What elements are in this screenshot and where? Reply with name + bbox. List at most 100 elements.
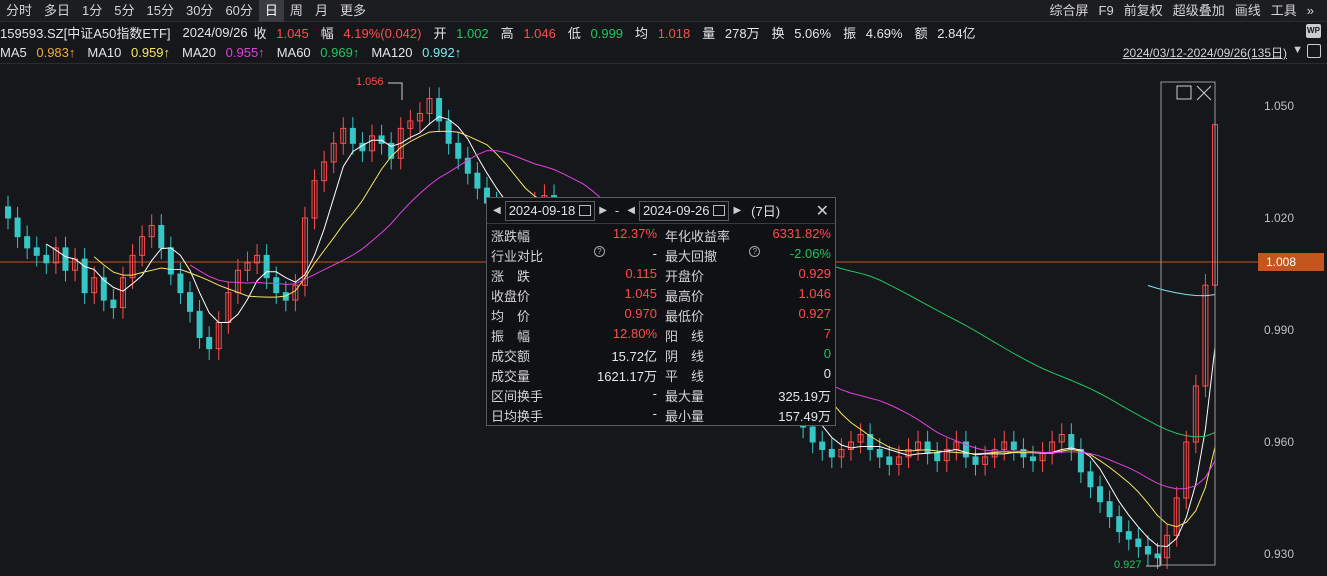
candle-body xyxy=(91,277,98,294)
double-chevron-right-icon[interactable]: » xyxy=(1306,3,1314,18)
date-separator: - xyxy=(614,203,620,218)
stats-key: 最大量 xyxy=(665,388,705,404)
stats-cell: 成交额 15.72亿 xyxy=(487,346,661,365)
close-value: 1.045 xyxy=(276,25,309,41)
high-value: 1.046 xyxy=(523,25,556,41)
stats-cell: 最高价 1.046 xyxy=(661,286,835,305)
tool-button-4[interactable]: 画线 xyxy=(1234,3,1261,18)
stats-cell: 最大量 325.19万 xyxy=(661,386,835,405)
stats-row: 均 价 0.970 最低价 0.927 xyxy=(487,305,835,325)
stats-key: 年化收益率 xyxy=(665,228,731,244)
stats-key: 均 价 xyxy=(491,308,531,324)
y-label-0930: 0.930 xyxy=(1264,547,1295,561)
low-value: 0.999 xyxy=(590,25,624,41)
stats-key: 最小量 xyxy=(665,408,705,424)
stats-value: 0 xyxy=(823,345,831,361)
y-label-0960: 0.960 xyxy=(1264,435,1295,449)
stats-cell: 区间换手 - xyxy=(487,386,661,405)
stats-cell: 最大回撤? -2.06% xyxy=(661,245,835,265)
candle-body xyxy=(1087,471,1094,488)
date-range[interactable]: 2024/03/12-2024/09/26(135日) xyxy=(1122,46,1287,60)
candle-body xyxy=(397,127,404,159)
stats-value: -2.06% xyxy=(789,245,831,261)
avg-label: 均 xyxy=(635,25,649,41)
start-date-picker[interactable]: 2024-09-18 xyxy=(504,200,596,221)
stats-cell: 最小量 157.49万 xyxy=(661,406,835,425)
stats-cell: 振 幅 12.80% xyxy=(487,326,661,345)
candle-body xyxy=(321,161,328,182)
candle-body xyxy=(1058,434,1065,443)
stats-row: 涨 跌 0.115 开盘价 0.929 xyxy=(487,265,835,285)
candle-body xyxy=(254,254,261,264)
stats-cell: 涨跌幅 12.37% xyxy=(487,226,661,245)
days-count: (7日) xyxy=(751,204,781,219)
period-tab-10[interactable]: 更多 xyxy=(339,2,366,18)
period-tab-4[interactable]: 15分 xyxy=(146,2,174,18)
prev-end-arrow-icon[interactable]: ◀ xyxy=(627,205,635,216)
stats-cell: 最低价 0.927 xyxy=(661,306,835,325)
grid-icon[interactable] xyxy=(1307,44,1321,58)
candle-body xyxy=(129,254,136,279)
ma60-value: 0.969↑ xyxy=(320,44,360,60)
period-tab-7[interactable]: 日 xyxy=(258,0,284,22)
stats-cell: 收盘价 1.045 xyxy=(487,286,661,305)
help-icon[interactable]: ? xyxy=(749,245,761,257)
stats-key: 开盘价 xyxy=(665,268,705,284)
candle-body xyxy=(982,456,989,465)
candle-body xyxy=(1192,385,1199,443)
wp-icon[interactable]: WP xyxy=(1306,24,1321,38)
help-icon[interactable]: ? xyxy=(593,245,605,257)
candle-body xyxy=(445,120,452,144)
stats-value: 0.115 xyxy=(625,265,657,281)
next-start-arrow-icon[interactable]: ▶ xyxy=(599,205,607,216)
period-tab-5[interactable]: 30分 xyxy=(185,2,214,18)
prev-start-arrow-icon[interactable]: ◀ xyxy=(493,205,501,216)
candle-body xyxy=(119,277,126,309)
candle-body xyxy=(407,120,414,129)
candle-body xyxy=(263,254,270,279)
tool-button-3[interactable]: 超级叠加 xyxy=(1172,3,1225,18)
period-tab-6[interactable]: 60分 xyxy=(225,2,253,18)
candle-body xyxy=(196,310,203,338)
stats-row: 涨跌幅 12.37% 年化收益率 6331.82% xyxy=(487,225,835,245)
stats-value: 0.927 xyxy=(798,305,831,321)
stats-value: 1621.17万 xyxy=(597,368,657,384)
stats-value: 0.929 xyxy=(798,265,831,281)
stats-value: 0.970 xyxy=(624,305,657,321)
y-label-1020: 1.020 xyxy=(1264,211,1295,225)
window-icon[interactable] xyxy=(1176,85,1192,100)
candle-body xyxy=(962,441,969,458)
candle-body xyxy=(14,217,21,238)
candle-body xyxy=(838,448,845,458)
stats-row: 成交量 1621.17万平 线 0 xyxy=(487,365,835,385)
toolbar: 分时 多日 1分 5分 15分 30分 60分日周月更多 综合屏 F9 前复权 超级叠加 画线 工具 » xyxy=(0,0,1327,22)
period-tab-3[interactable]: 5分 xyxy=(114,2,135,18)
period-tab-0[interactable]: 分时 xyxy=(6,2,33,18)
caret-down-icon[interactable]: ▼ xyxy=(1292,44,1303,56)
vol-label: 量 xyxy=(702,25,716,41)
tool-button-1[interactable]: F9 xyxy=(1098,3,1114,18)
tool-button-0[interactable]: 综合屏 xyxy=(1049,3,1089,18)
tool-button-5[interactable]: 工具 xyxy=(1270,3,1297,18)
period-tab-9[interactable]: 月 xyxy=(314,2,328,18)
period-tab-2[interactable]: 1分 xyxy=(82,2,103,18)
period-tab-8[interactable]: 周 xyxy=(289,2,303,18)
toolbar-tools: 综合屏 F9 前复权 超级叠加 画线 工具 » xyxy=(1045,0,1319,22)
candle-body xyxy=(158,224,165,249)
tool-button-2[interactable]: 前复权 xyxy=(1123,3,1163,18)
end-date-picker[interactable]: 2024-09-26 xyxy=(638,200,730,221)
close-icon[interactable] xyxy=(1196,85,1212,101)
min-marker-pointer xyxy=(1146,556,1161,567)
period-tab-1[interactable]: 多日 xyxy=(44,2,71,18)
candle-body xyxy=(139,236,146,256)
next-end-arrow-icon[interactable]: ▶ xyxy=(733,205,742,216)
change-value: 4.19%(0.042) xyxy=(343,25,422,41)
candle-body xyxy=(1097,486,1104,503)
ma20-label: MA20 xyxy=(182,44,217,60)
selection-box[interactable] xyxy=(1160,81,1216,566)
candle-body xyxy=(876,448,883,458)
kline-chart[interactable] xyxy=(0,63,1327,576)
amp-value: 4.69% xyxy=(865,25,903,41)
ma120-label: MA120 xyxy=(371,44,413,60)
close-icon[interactable]: ✕ xyxy=(815,203,829,220)
